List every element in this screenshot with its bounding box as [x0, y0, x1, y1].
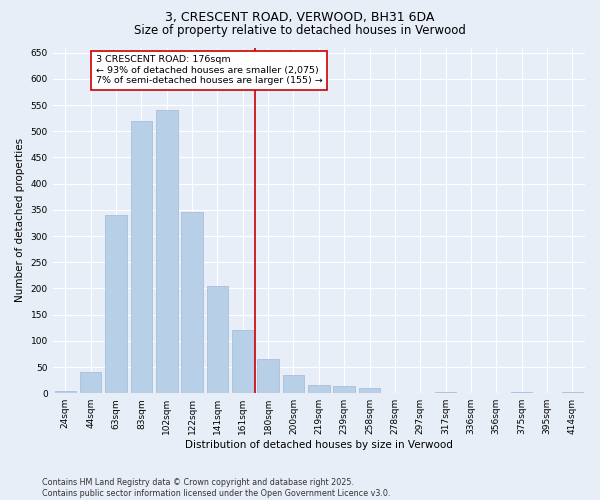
Bar — [105, 215, 127, 393]
Bar — [181, 212, 203, 393]
Bar — [206, 286, 228, 393]
Bar — [435, 392, 457, 393]
Bar — [562, 392, 583, 393]
Bar — [232, 330, 254, 393]
Bar — [359, 388, 380, 393]
Bar — [283, 375, 304, 393]
Text: 3, CRESCENT ROAD, VERWOOD, BH31 6DA: 3, CRESCENT ROAD, VERWOOD, BH31 6DA — [166, 12, 434, 24]
Y-axis label: Number of detached properties: Number of detached properties — [15, 138, 25, 302]
Bar — [308, 386, 329, 393]
Bar — [334, 386, 355, 393]
Text: Size of property relative to detached houses in Verwood: Size of property relative to detached ho… — [134, 24, 466, 37]
X-axis label: Distribution of detached houses by size in Verwood: Distribution of detached houses by size … — [185, 440, 453, 450]
Bar — [80, 372, 101, 393]
Bar — [511, 392, 532, 393]
Bar — [257, 359, 279, 393]
Text: 3 CRESCENT ROAD: 176sqm
← 93% of detached houses are smaller (2,075)
7% of semi-: 3 CRESCENT ROAD: 176sqm ← 93% of detache… — [96, 56, 323, 85]
Text: Contains HM Land Registry data © Crown copyright and database right 2025.
Contai: Contains HM Land Registry data © Crown c… — [42, 478, 391, 498]
Bar — [55, 390, 76, 393]
Bar — [156, 110, 178, 393]
Bar — [131, 121, 152, 393]
